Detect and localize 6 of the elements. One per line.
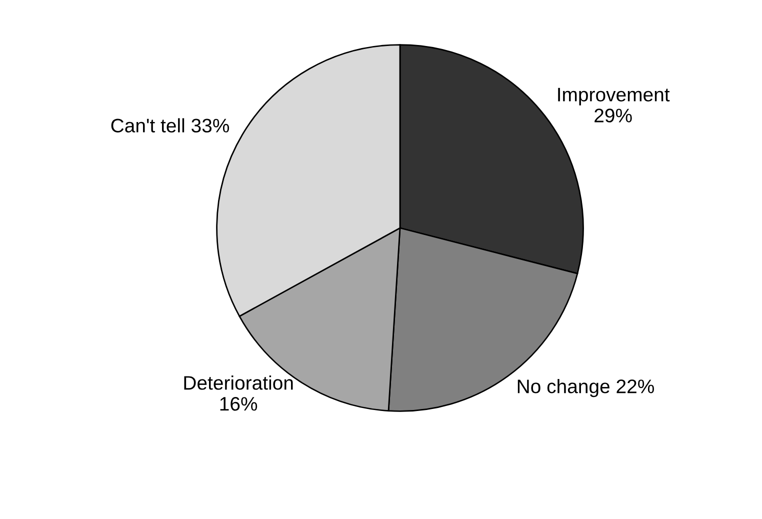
data-label: 16% bbox=[220, 396, 258, 411]
slice-label: Improvement bbox=[558, 88, 670, 106]
slice-label: Deterioration bbox=[184, 376, 293, 390]
data-label: 29% bbox=[594, 108, 632, 122]
slice-label: No change 22% bbox=[518, 379, 654, 398]
slice-label: Can't tell 33% bbox=[111, 118, 230, 133]
